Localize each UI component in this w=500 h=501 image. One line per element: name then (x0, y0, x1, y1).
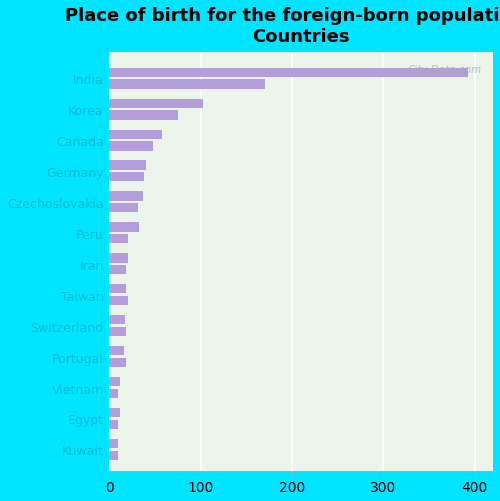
Bar (110, 285, 126, 294)
Bar (110, 111, 178, 120)
Bar (110, 346, 124, 356)
Bar (110, 130, 162, 139)
Bar (110, 173, 144, 182)
Bar (110, 408, 120, 417)
Bar (110, 266, 126, 275)
Bar (110, 161, 146, 170)
Bar (110, 192, 143, 201)
Bar (110, 316, 125, 325)
Bar (110, 377, 120, 386)
Bar (110, 358, 126, 367)
Bar (110, 223, 140, 232)
Bar (110, 297, 128, 306)
Bar (110, 327, 126, 337)
Bar (110, 451, 118, 460)
Bar (110, 204, 138, 213)
Bar (110, 142, 153, 151)
Bar (110, 234, 128, 244)
Bar (110, 69, 469, 78)
Title: Place of birth for the foreign-born population -
Countries: Place of birth for the foreign-born popu… (64, 7, 500, 46)
Bar (110, 99, 204, 109)
Bar (110, 80, 264, 90)
Bar (110, 439, 118, 448)
Text: City-Data.com: City-Data.com (408, 65, 482, 75)
Bar (110, 254, 128, 263)
Bar (110, 389, 118, 398)
Bar (110, 420, 118, 429)
